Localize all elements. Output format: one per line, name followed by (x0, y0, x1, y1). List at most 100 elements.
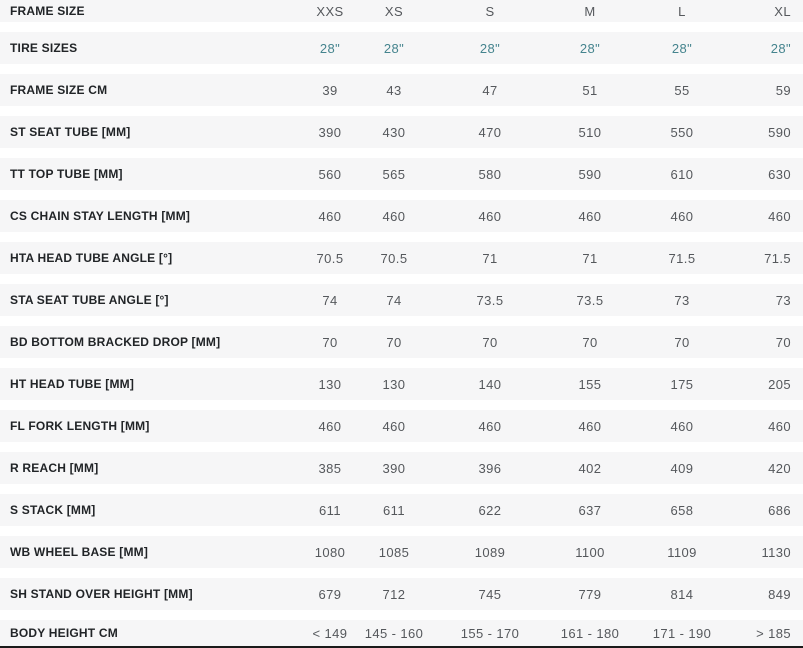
table-row: FL FORK LENGTH [MM] 460 460 460 460 460 … (0, 410, 803, 442)
cell-value: 460 (478, 418, 502, 434)
cell-value: 70 (482, 334, 498, 350)
cell-value: 460 (670, 418, 694, 434)
cell-value: 385 (318, 460, 342, 476)
cell-value: 630 (768, 166, 791, 182)
row-label: FRAME SIZE CM (10, 83, 108, 97)
row-label: S STACK [MM] (10, 503, 96, 517)
cell-value: 622 (478, 502, 502, 518)
cell-value: 43 (386, 82, 402, 98)
column-header: XL (774, 3, 791, 19)
table-row: CS CHAIN STAY LENGTH [MM] 460 460 460 46… (0, 200, 803, 232)
cell-value: 70 (582, 334, 598, 350)
cell-value: 611 (383, 502, 405, 518)
cell-value: 171 - 190 (652, 625, 712, 641)
cell-value: 637 (578, 502, 602, 518)
cell-value: 161 - 180 (560, 625, 620, 641)
column-header: XS (384, 3, 404, 19)
cell-value: 409 (670, 460, 694, 476)
cell-value: 155 (578, 376, 602, 392)
row-label: CS CHAIN STAY LENGTH [MM] (10, 209, 191, 223)
cell-value: 390 (382, 460, 406, 476)
cell-value: 55 (674, 82, 690, 98)
column-header: L (678, 3, 686, 19)
cell-value: 430 (382, 124, 406, 140)
cell-value: 470 (478, 124, 502, 140)
row-label: WB WHEEL BASE [MM] (10, 545, 149, 559)
table-row: BODY HEIGHT CM < 149 145 - 160 155 - 170… (0, 620, 803, 646)
cell-value: 71.5 (764, 250, 791, 266)
column-header: M (584, 3, 596, 19)
cell-value: < 149 (312, 625, 348, 641)
table-row: WB WHEEL BASE [MM] 1080 1085 1089 1100 1… (0, 536, 803, 568)
cell-value: 610 (670, 166, 694, 182)
cell-value: 460 (318, 418, 342, 434)
cell-value: 130 (318, 376, 342, 392)
table-row: HTA HEAD TUBE ANGLE [°] 70.5 70.5 71 71 … (0, 242, 803, 274)
cell-value: 70 (322, 334, 338, 350)
cell-value: 28" (319, 40, 341, 56)
cell-value: 460 (768, 208, 791, 224)
row-label: ST SEAT TUBE [MM] (10, 125, 131, 139)
cell-value: 28" (479, 40, 501, 56)
table-row: TIRE SIZES 28" 28" 28" 28" 28" 28" (0, 32, 803, 64)
cell-value: 460 (578, 208, 602, 224)
cell-value: 686 (768, 502, 791, 518)
cell-value: 420 (768, 460, 791, 476)
row-label: HTA HEAD TUBE ANGLE [°] (10, 251, 173, 265)
cell-value: 580 (478, 166, 502, 182)
cell-value: 590 (768, 124, 791, 140)
cell-value: 145 - 160 (364, 625, 424, 641)
cell-value: 611 (319, 502, 341, 518)
cell-value: 70 (775, 334, 791, 350)
row-label: STA SEAT TUBE ANGLE [°] (10, 293, 169, 307)
cell-value: 1089 (474, 544, 506, 560)
cell-value: 460 (578, 418, 602, 434)
cell-value: 205 (768, 376, 791, 392)
cell-value: 779 (578, 586, 602, 602)
cell-value: 155 - 170 (460, 625, 520, 641)
table-row: BD BOTTOM BRACKED DROP [MM] 70 70 70 70 … (0, 326, 803, 358)
column-header: XXS (316, 3, 344, 19)
cell-value: 74 (386, 292, 402, 308)
cell-value: 849 (768, 586, 791, 602)
table-row: SH STAND OVER HEIGHT [MM] 679 712 745 77… (0, 578, 803, 610)
cell-value: 390 (318, 124, 342, 140)
cell-value: 1130 (761, 544, 791, 560)
cell-value: 396 (478, 460, 502, 476)
cell-value: 73 (775, 292, 791, 308)
table-row-header: FRAME SIZE XXS XS S M L XL (0, 0, 803, 22)
cell-value: 460 (768, 418, 791, 434)
cell-value: 71 (482, 250, 498, 266)
cell-value: 130 (382, 376, 406, 392)
table-row: FRAME SIZE CM 39 43 47 51 55 59 (0, 74, 803, 106)
cell-value: 590 (578, 166, 602, 182)
table-row: R REACH [MM] 385 390 396 402 409 420 (0, 452, 803, 484)
cell-value: 51 (582, 82, 598, 98)
row-label: SH STAND OVER HEIGHT [MM] (10, 587, 193, 601)
cell-value: 28" (770, 40, 791, 56)
cell-value: 560 (318, 166, 342, 182)
cell-value: 1109 (667, 544, 697, 560)
row-label: BD BOTTOM BRACKED DROP [MM] (10, 335, 221, 349)
table-row: TT TOP TUBE [MM] 560 565 580 590 610 630 (0, 158, 803, 190)
cell-value: 402 (578, 460, 602, 476)
row-label: FRAME SIZE (10, 4, 85, 18)
cell-value: 550 (670, 124, 694, 140)
row-label: TT TOP TUBE [MM] (10, 167, 123, 181)
cell-value: 1080 (314, 544, 346, 560)
table-row: ST SEAT TUBE [MM] 390 430 470 510 550 59… (0, 116, 803, 148)
table-row: STA SEAT TUBE ANGLE [°] 74 74 73.5 73.5 … (0, 284, 803, 316)
cell-value: 70 (674, 334, 690, 350)
cell-value: 658 (670, 502, 694, 518)
cell-value: 47 (482, 82, 498, 98)
cell-value: 460 (382, 208, 406, 224)
cell-value: 140 (478, 376, 502, 392)
cell-value: 175 (670, 376, 694, 392)
cell-value: 814 (670, 586, 694, 602)
row-label: TIRE SIZES (10, 41, 78, 55)
cell-value: 39 (322, 82, 338, 98)
row-label: HT HEAD TUBE [MM] (10, 377, 135, 391)
cell-value: 59 (775, 82, 791, 98)
cell-value: 73 (674, 292, 690, 308)
